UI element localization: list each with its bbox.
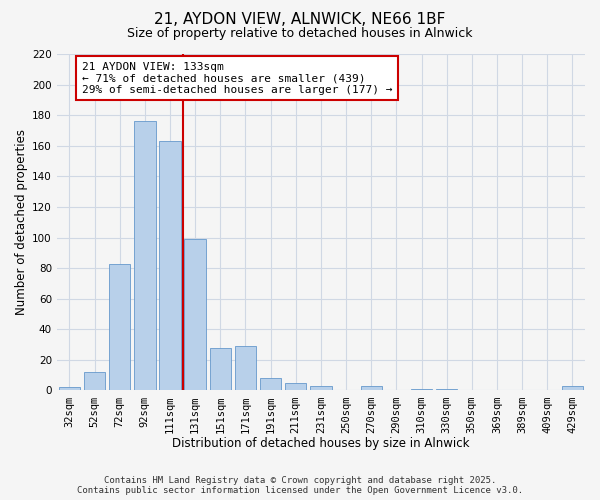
Bar	[84, 372, 105, 390]
Bar	[235, 346, 256, 391]
Bar	[260, 378, 281, 390]
Bar	[562, 386, 583, 390]
Bar	[436, 389, 457, 390]
Y-axis label: Number of detached properties: Number of detached properties	[15, 129, 28, 315]
Bar	[209, 348, 231, 391]
Bar	[310, 386, 332, 390]
Text: Size of property relative to detached houses in Alnwick: Size of property relative to detached ho…	[127, 28, 473, 40]
Bar	[184, 239, 206, 390]
Bar	[361, 386, 382, 390]
Bar	[134, 122, 155, 390]
Text: 21 AYDON VIEW: 133sqm
← 71% of detached houses are smaller (439)
29% of semi-det: 21 AYDON VIEW: 133sqm ← 71% of detached …	[82, 62, 392, 95]
Bar	[285, 383, 307, 390]
Bar	[109, 264, 130, 390]
X-axis label: Distribution of detached houses by size in Alnwick: Distribution of detached houses by size …	[172, 437, 470, 450]
Text: Contains HM Land Registry data © Crown copyright and database right 2025.
Contai: Contains HM Land Registry data © Crown c…	[77, 476, 523, 495]
Text: 21, AYDON VIEW, ALNWICK, NE66 1BF: 21, AYDON VIEW, ALNWICK, NE66 1BF	[154, 12, 446, 28]
Bar	[159, 141, 181, 390]
Bar	[411, 389, 432, 390]
Bar	[59, 388, 80, 390]
